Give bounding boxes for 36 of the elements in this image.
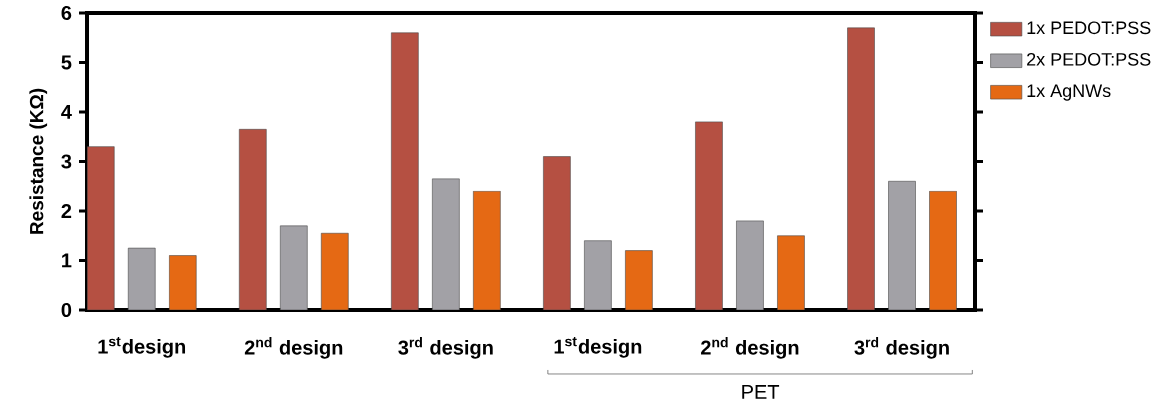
bar bbox=[584, 240, 612, 310]
x-tick-label: 3$^{rd}$ design bbox=[854, 337, 949, 359]
legend-label: 1x AgNWs bbox=[1027, 84, 1111, 101]
bar bbox=[168, 255, 197, 310]
y-tick-label: 1 bbox=[62, 253, 72, 268]
bar bbox=[847, 27, 875, 310]
y-axis-title: Resistance (KΩ) bbox=[29, 88, 48, 234]
bar bbox=[280, 225, 308, 310]
bar bbox=[777, 235, 805, 310]
bar bbox=[888, 180, 916, 310]
x-tick-label: 3$^{rd}$ design bbox=[398, 337, 493, 359]
y-tick-label: 6 bbox=[61, 5, 72, 21]
x-tick-label: 1$^{st}$design bbox=[98, 337, 186, 358]
bar bbox=[543, 156, 571, 310]
bar bbox=[736, 220, 764, 310]
y-tick-label: 0 bbox=[61, 302, 72, 318]
y-tick-label: 3 bbox=[61, 154, 72, 169]
bar bbox=[321, 232, 349, 310]
x-tick-label: 2$^{nd}$ design bbox=[244, 337, 343, 359]
bar bbox=[432, 178, 460, 310]
bar bbox=[929, 190, 957, 310]
bar bbox=[391, 32, 419, 310]
x-tick-label: 1$^{st}$design bbox=[554, 337, 642, 358]
legend-label: 1x PEDOT:PSS bbox=[1027, 21, 1151, 35]
y-tick-label: 5 bbox=[61, 55, 72, 70]
bar bbox=[473, 190, 501, 310]
bar bbox=[127, 247, 156, 310]
bar bbox=[239, 129, 267, 310]
bar bbox=[87, 146, 115, 310]
legend-label: 2x PEDOT:PSS bbox=[1027, 52, 1151, 66]
bar bbox=[695, 121, 723, 310]
y-tick-label: 2 bbox=[61, 204, 72, 218]
y-tick-label: 4 bbox=[61, 105, 72, 119]
text: PET bbox=[742, 385, 780, 399]
bar bbox=[625, 250, 653, 310]
x-tick-label: 2$^{nd}$ design bbox=[701, 337, 799, 359]
